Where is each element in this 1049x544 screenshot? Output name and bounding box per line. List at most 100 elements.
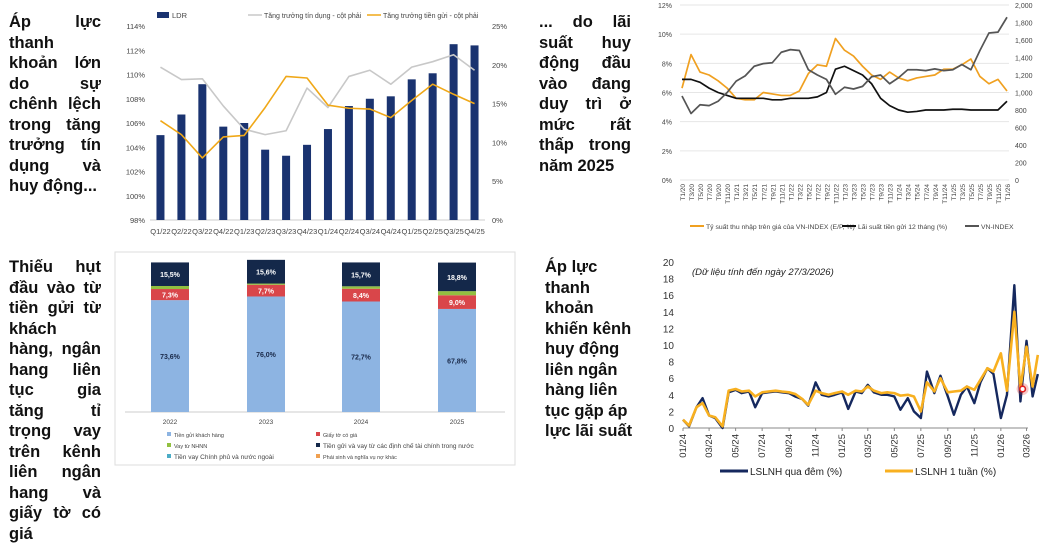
right-axis-tick: 10%	[492, 138, 507, 147]
left-axis-tick: 114%	[126, 22, 145, 31]
y-axis-tick: 16	[663, 291, 675, 302]
x-axis-tick: T1/24	[897, 184, 904, 201]
x-axis-tick: Q4/24	[381, 227, 401, 236]
legend-label: Tỷ suất thu nhập trên giá của VN-INDEX (…	[706, 222, 855, 231]
x-axis-tick: T11/25	[996, 184, 1003, 204]
x-axis-tick: 2022	[163, 419, 178, 426]
segment-label: 8,4%	[353, 293, 370, 300]
stacked-segment	[151, 286, 189, 289]
y-axis-tick: 0	[668, 424, 674, 435]
y-axis-tick: 6	[668, 374, 674, 385]
segment-label: 15,5%	[160, 272, 181, 279]
legend-label: LSLNH 1 tuần (%)	[915, 466, 996, 478]
ldr-bar	[429, 73, 437, 220]
segment-label: 73,6%	[160, 354, 181, 361]
left-axis-tick: 0%	[662, 178, 672, 185]
right-axis-tick: 20%	[492, 61, 507, 70]
left-axis-tick: 4%	[662, 120, 672, 127]
ldr-bar	[282, 156, 290, 220]
y-axis-tick: 14	[663, 308, 675, 319]
right-axis-tick: 400	[1015, 143, 1027, 150]
x-axis-tick: Q1/24	[318, 227, 338, 236]
right-axis-tick: 25%	[492, 22, 507, 31]
x-axis-tick: 2024	[354, 419, 369, 426]
legend-label: LDR	[172, 11, 188, 20]
x-axis-tick: T7/21	[761, 184, 768, 201]
x-axis-tick: Q3/23	[276, 227, 296, 236]
x-axis-tick: T11/24	[942, 184, 949, 204]
legend-swatch	[316, 443, 320, 447]
ldr-bar	[450, 44, 458, 220]
left-axis-tick: 6%	[662, 91, 672, 98]
x-axis-tick: T5/20	[698, 184, 705, 201]
x-axis-tick: T7/24	[924, 184, 931, 201]
x-axis-tick: 05/24	[731, 434, 742, 458]
series-line	[160, 55, 474, 135]
right-axis-tick: 2,000	[1015, 3, 1033, 10]
x-axis-tick: Q1/22	[150, 227, 170, 236]
segment-label: 15,7%	[351, 272, 372, 279]
highlight-marker	[1020, 386, 1026, 392]
x-axis-tick: 09/24	[784, 434, 795, 458]
legend-label: Phái sinh và nghĩa vụ nợ khác	[323, 455, 397, 461]
x-axis-tick: T9/21	[770, 184, 777, 201]
x-axis-tick: T3/24	[906, 184, 913, 201]
x-axis-tick: Q3/25	[443, 227, 463, 236]
legend-swatch	[316, 454, 320, 458]
x-axis-tick: T9/25	[987, 184, 994, 201]
right-axis-tick: 1,400	[1015, 56, 1033, 63]
legend-swatch	[167, 443, 171, 447]
left-axis-tick: 110%	[126, 71, 145, 80]
legend-label: Tăng trưởng tiền gửi - cột phải	[383, 11, 479, 20]
left-axis-tick: 98%	[130, 216, 145, 225]
y-axis-tick: 20	[663, 258, 675, 269]
legend-label: Tiền gửi và vay từ các định chế tài chín…	[323, 441, 475, 450]
x-axis-tick: T1/26	[1005, 184, 1012, 201]
left-axis-tick: 108%	[126, 95, 146, 104]
legend-label: Giấy tờ có giá	[323, 433, 358, 439]
x-axis-tick: T11/22	[833, 184, 840, 204]
x-axis-tick: T11/23	[888, 184, 895, 204]
right-axis-tick: 600	[1015, 126, 1027, 133]
x-axis-tick: Q4/25	[464, 227, 484, 236]
x-axis-tick: T3/20	[689, 184, 696, 201]
series-line	[683, 285, 1038, 428]
left-axis-tick: 8%	[662, 61, 672, 68]
x-axis-tick: 03/24	[704, 434, 715, 458]
x-axis-tick: T5/25	[969, 184, 976, 201]
legend-swatch	[167, 454, 171, 458]
ldr-bar	[198, 84, 206, 220]
right-axis-tick: 1,600	[1015, 38, 1033, 45]
x-axis-tick: Q3/22	[192, 227, 212, 236]
left-axis-tick: 100%	[126, 192, 146, 201]
segment-label: 18,8%	[447, 275, 468, 282]
ldr-bar	[471, 45, 479, 220]
y-axis-tick: 4	[668, 391, 674, 402]
x-axis-tick: Q2/25	[422, 227, 442, 236]
y-axis-tick: 18	[663, 275, 675, 286]
x-axis-tick: 01/24	[678, 434, 689, 458]
legend-swatch-ldr	[157, 12, 169, 18]
x-axis-tick: T7/20	[707, 184, 714, 201]
x-axis-tick: 2023	[259, 419, 274, 426]
x-axis-tick: Q2/24	[339, 227, 359, 236]
left-axis-tick: 2%	[662, 149, 672, 156]
legend-swatch	[316, 432, 320, 436]
left-axis-tick: 112%	[126, 46, 145, 55]
x-axis-tick: T7/23	[870, 184, 877, 201]
series-line	[682, 17, 1007, 113]
right-axis-tick: 5%	[492, 177, 503, 186]
x-axis-tick: 11/24	[811, 434, 822, 457]
ldr-bar	[303, 145, 311, 220]
left-axis-tick: 102%	[126, 168, 146, 177]
legend-label: Tiền vay Chính phủ và nước ngoài	[174, 452, 274, 461]
x-axis-tick: 03/25	[863, 434, 874, 458]
ldr-bar	[177, 115, 185, 220]
x-axis-tick: Q1/25	[402, 227, 422, 236]
right-axis-tick: 800	[1015, 108, 1027, 115]
left-axis-tick: 12%	[658, 3, 672, 10]
x-axis-tick: T9/22	[824, 184, 831, 201]
segment-label: 9,0%	[449, 300, 466, 307]
ldr-bar	[345, 106, 353, 220]
x-axis-tick: T1/20	[680, 184, 687, 201]
